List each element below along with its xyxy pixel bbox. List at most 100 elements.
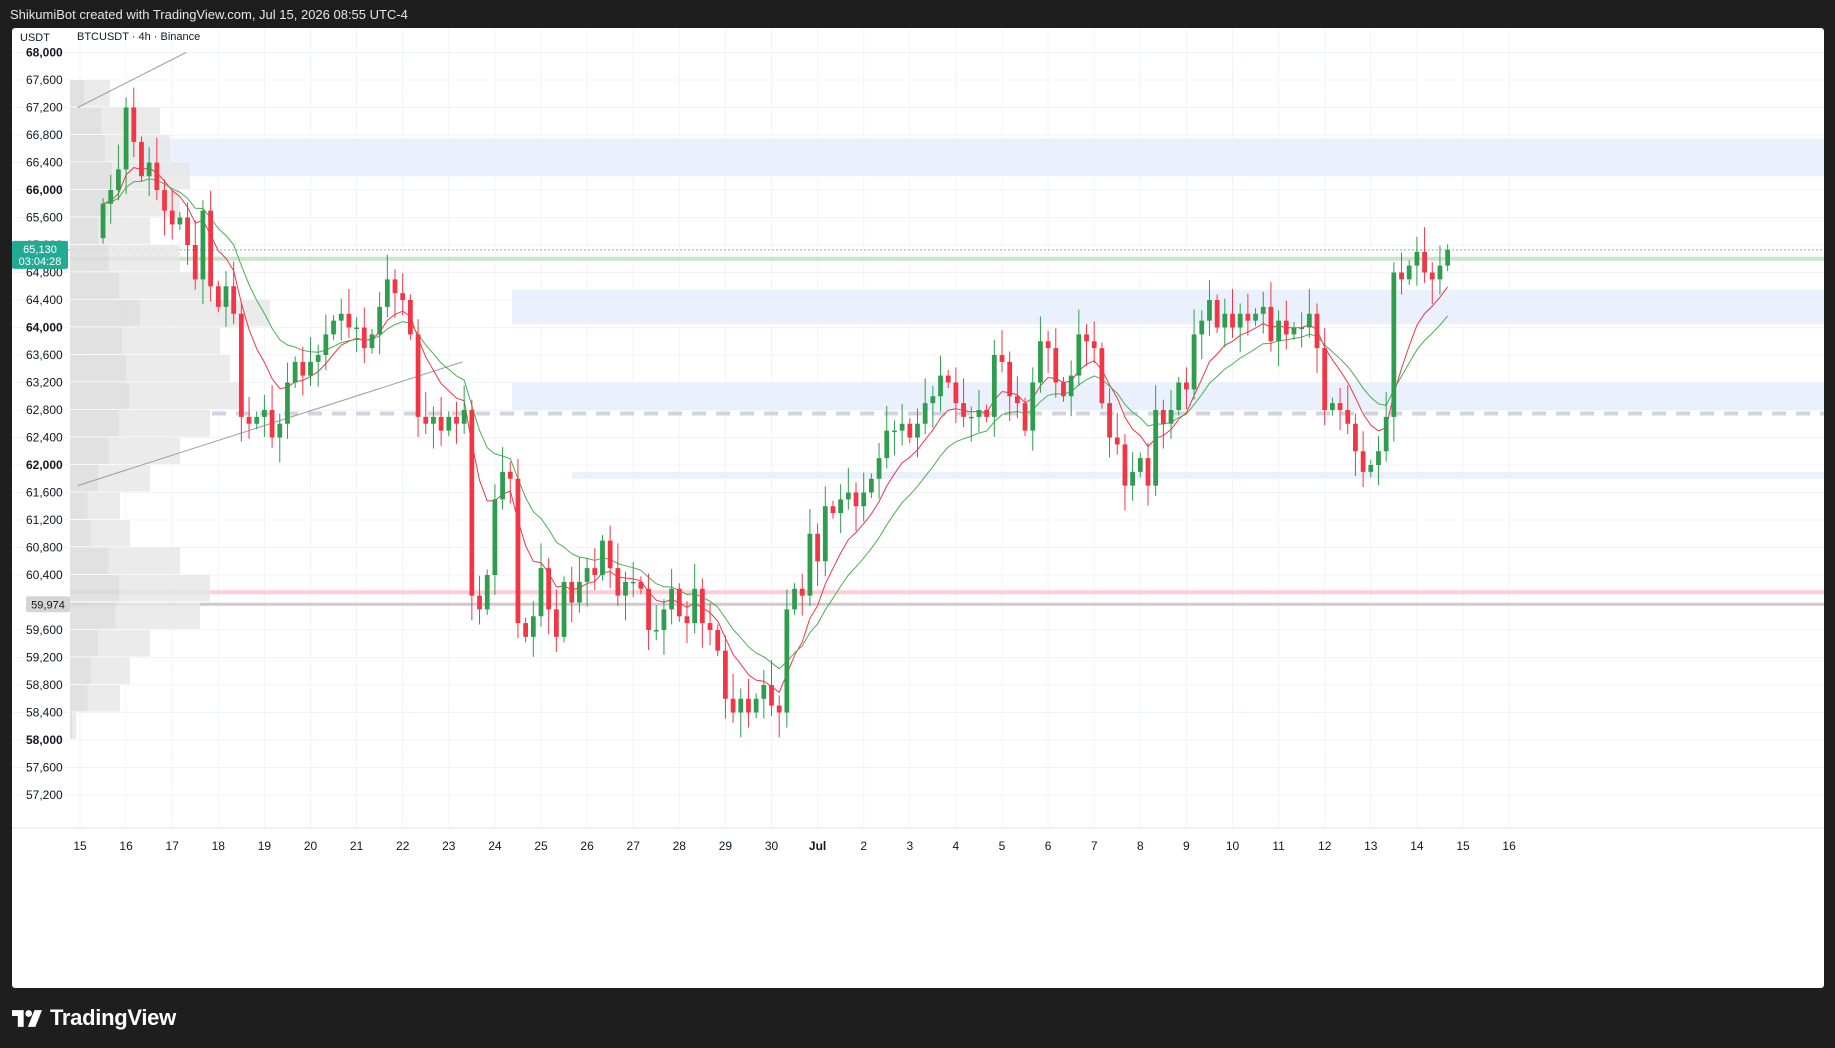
volume-profile-bar [70, 382, 130, 409]
candle-up [884, 430, 890, 459]
chart-panel[interactable]: 68,000 67,600 67,200 66,800 66,400 66,000 65,6… [12, 28, 1824, 988]
candle-up [500, 471, 505, 500]
x-tick-label: 24 [488, 839, 502, 853]
y-tick-label: 62,400 [26, 431, 63, 445]
y-tick-label: 64,400 [26, 293, 63, 307]
candle-down [139, 141, 144, 177]
volume-profile-bar [70, 630, 98, 657]
x-tick-label: Jul [809, 839, 826, 853]
candle-up [968, 416, 974, 419]
candle-down [1114, 437, 1120, 445]
volume-profile-bar [122, 327, 220, 354]
y-tick-label: 59,200 [26, 651, 63, 665]
legend-symbol[interactable]: BTCUSDT · 4h · Binance [77, 31, 200, 43]
candle-down [776, 705, 782, 713]
candle-up [922, 403, 928, 424]
volume-profile-bar [126, 355, 230, 382]
candle-up [315, 355, 321, 362]
candle-up [277, 423, 283, 438]
candle-up [738, 698, 744, 713]
candle-up [377, 306, 383, 335]
volume-profile-bar [70, 272, 119, 299]
candle-down [515, 478, 521, 624]
volume-profile [70, 80, 270, 739]
candle-up [807, 533, 813, 596]
candle-up [1330, 403, 1335, 410]
candle-down [1422, 251, 1427, 273]
y-tick-label: 61,600 [26, 486, 63, 500]
price-zone [142, 138, 1824, 177]
candle-up [384, 279, 390, 307]
x-tick-label: 12 [1318, 839, 1332, 853]
volume-profile-bar [70, 300, 140, 327]
candle-down [730, 698, 736, 713]
candle-up [1237, 313, 1243, 328]
volume-profile-bar [98, 465, 150, 492]
candle-down [615, 568, 621, 596]
candle-down [400, 293, 406, 300]
last-price-label-bg [12, 240, 68, 269]
candle-down [1345, 410, 1351, 424]
y-tick-label: 65,600 [26, 211, 63, 225]
candle-up [292, 361, 298, 383]
candle-up [661, 609, 667, 630]
candle-down [961, 403, 966, 417]
y-tick-label: 67,200 [26, 101, 63, 115]
candle-down [569, 581, 575, 603]
x-tick-label: 25 [534, 839, 548, 853]
x-tick-label: 16 [119, 839, 133, 853]
candle-down [238, 313, 244, 417]
candle-up [1038, 341, 1043, 383]
candles [100, 87, 1451, 738]
bottom-bar: TradingView [0, 988, 1835, 1048]
candle-down [1053, 348, 1059, 383]
candle-down [1091, 341, 1097, 349]
candle-down [131, 107, 137, 142]
y-tick-label: 58,800 [26, 678, 63, 692]
axes: 68,000 67,600 67,200 66,800 66,400 66,000 65,6… [12, 46, 1824, 853]
candle-up [892, 430, 897, 433]
volume-profile-bar [98, 217, 150, 244]
candle-down [1230, 313, 1235, 328]
candle-up [331, 320, 336, 335]
candle-down [1061, 382, 1066, 397]
candle-down [523, 623, 529, 637]
price-zone [512, 382, 1824, 410]
candle-down [1360, 451, 1366, 472]
candle-up [630, 581, 636, 584]
candle-up [1391, 272, 1397, 417]
candle-up [262, 410, 267, 417]
x-tick-label: 6 [1045, 839, 1052, 853]
x-tick-label: 27 [627, 839, 641, 853]
candle-down [154, 162, 160, 190]
volume-profile-bar [70, 685, 88, 712]
candle-up [1437, 265, 1443, 280]
x-tick-label: 17 [166, 839, 180, 853]
tradingview-logo[interactable]: TradingView [12, 1005, 176, 1031]
y-tick-label: 66,800 [26, 128, 63, 142]
candle-down [1337, 403, 1343, 410]
x-tick-label: 16 [1502, 839, 1516, 853]
volume-profile-bar [70, 437, 109, 464]
volume-profile-bar [108, 547, 180, 574]
candle-up [369, 334, 375, 349]
candle-up [1376, 451, 1381, 465]
candle-down [638, 581, 644, 589]
candle-up [561, 581, 567, 637]
x-tick-label: 3 [906, 839, 913, 853]
volume-profile-bar [70, 327, 123, 354]
candle-up [876, 458, 882, 479]
candle-up [845, 492, 851, 500]
candle-up [822, 506, 828, 562]
candle-down [469, 410, 475, 596]
candle-down [185, 217, 190, 245]
volume-profile-bar [140, 300, 270, 327]
volume-profile-bar [70, 245, 109, 272]
candle-down [1107, 403, 1112, 438]
x-tick-label: 29 [719, 839, 733, 853]
candle-up [177, 217, 183, 225]
volume-profile-bar [108, 437, 180, 464]
candle-up [1383, 416, 1389, 452]
volume-profile-bar [70, 355, 126, 382]
chart-canvas[interactable]: 68,000 67,600 67,200 66,800 66,400 66,000 65,6… [12, 28, 1824, 988]
